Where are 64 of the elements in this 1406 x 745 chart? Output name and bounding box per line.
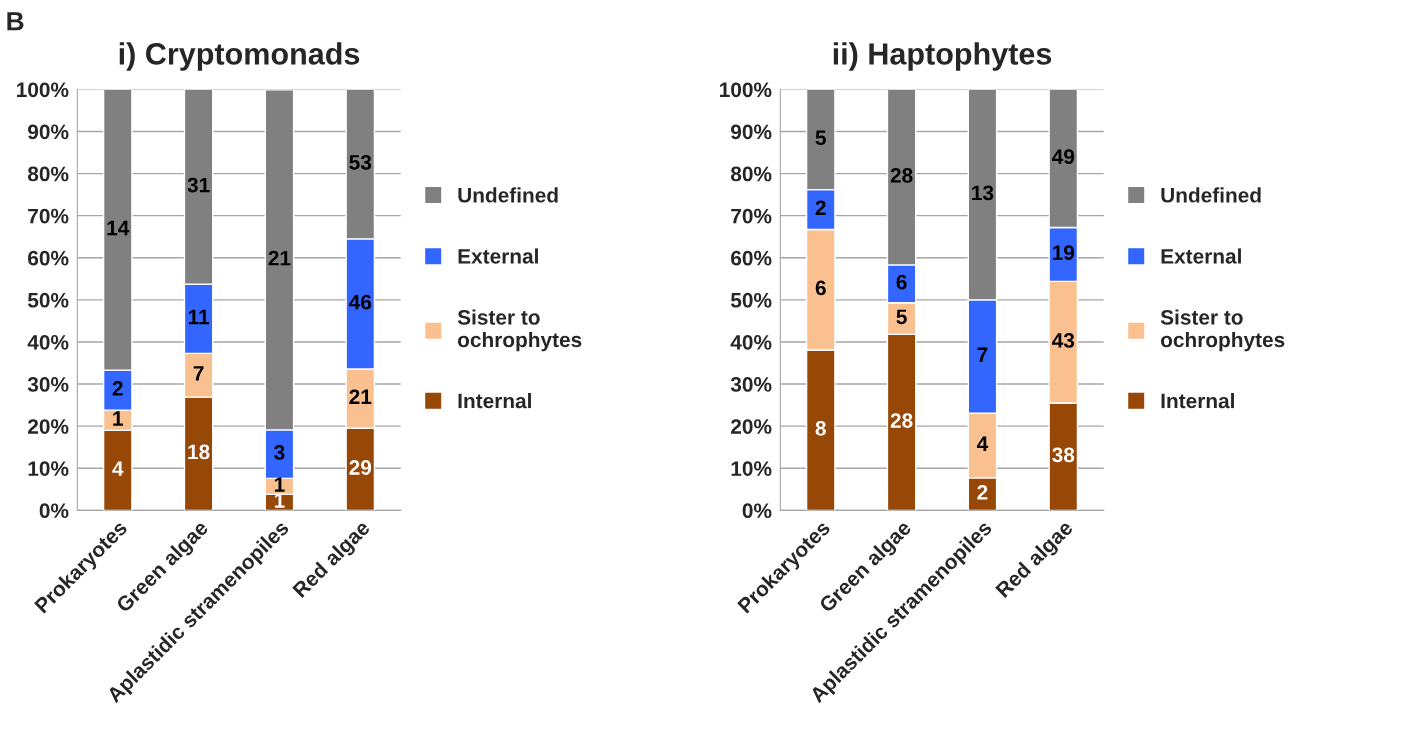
annotation: 11 — [188, 309, 210, 325]
annotation: 28 — [890, 413, 913, 428]
y-tick-label: 50% — [27, 292, 69, 308]
y-tick-label: 90% — [731, 124, 772, 140]
legend-label: External — [458, 248, 538, 264]
y-tick-label: 70% — [731, 208, 772, 224]
annotation: 38 — [1052, 447, 1075, 463]
annotation: 1 — [274, 477, 285, 492]
y-tick-label: 10% — [28, 461, 69, 476]
y-tick-label: 40% — [730, 334, 772, 350]
legend-label: Sister to ochrophytes — [457, 309, 582, 352]
annotation: 7 — [977, 347, 988, 362]
y-tick-label: 40% — [27, 334, 69, 350]
legend-label: Internal — [1161, 393, 1234, 409]
y-tick-label: 0% — [39, 503, 69, 519]
y-tick-label: 90% — [28, 124, 69, 140]
y-tick-label: 60% — [731, 250, 772, 266]
annotation: 31 — [187, 177, 210, 193]
y-tick-label: 20% — [731, 419, 772, 434]
y-tick-label: 20% — [28, 419, 69, 434]
y-tick-label: 70% — [28, 208, 69, 224]
text: B — [7, 12, 24, 31]
annotation: 18 — [188, 444, 210, 460]
annotation: 19 — [1053, 245, 1075, 260]
y-tick-label: 100% — [720, 82, 772, 98]
chart-title: ii) Haptophytes — [833, 42, 1052, 71]
annotation: 13 — [972, 185, 994, 201]
y-tick-label: 100% — [17, 82, 69, 98]
annotation: 7 — [193, 366, 204, 381]
annotation: 53 — [349, 154, 372, 170]
y-tick-label: 60% — [28, 250, 69, 266]
y-tick-label: 50% — [730, 292, 772, 308]
annotation: 21 — [349, 389, 372, 404]
legend-label: Sister to ochrophytes — [1160, 309, 1285, 352]
annotation: 46 — [349, 294, 372, 310]
y-tick-label: 0% — [742, 503, 772, 519]
y-tick-label: 10% — [731, 461, 772, 476]
annotation: 29 — [349, 460, 372, 475]
annotation: 21 — [268, 250, 291, 266]
annotation: 6 — [896, 274, 907, 290]
annotation: 14 — [107, 220, 130, 236]
y-tick-label: 80% — [730, 166, 772, 182]
y-tick-label: 30% — [730, 377, 772, 392]
annotation: 6 — [815, 280, 826, 296]
annotation: 4 — [112, 461, 124, 476]
y-tick-label: 80% — [27, 166, 69, 182]
annotation: 28 — [890, 168, 913, 183]
annotation: 3 — [274, 444, 285, 460]
legend-label: Internal — [458, 393, 531, 409]
y-tick-label: 30% — [27, 377, 69, 392]
legend-label: Undefined — [1161, 187, 1261, 203]
annotation: 2 — [815, 200, 826, 215]
annotation: 4 — [976, 436, 989, 451]
legend-label: Undefined — [458, 187, 558, 203]
annotation: 8 — [815, 420, 826, 436]
annotation: 43 — [1052, 333, 1075, 348]
legend-label: External — [1161, 248, 1241, 264]
chart-title: i) Cryptomonads — [119, 42, 360, 71]
annotation: 2 — [977, 484, 988, 500]
annotation: 2 — [112, 380, 123, 396]
annotation: 5 — [815, 130, 826, 146]
annotation: 1 — [113, 411, 123, 426]
annotation: 49 — [1052, 149, 1075, 165]
annotation: 5 — [896, 309, 907, 325]
